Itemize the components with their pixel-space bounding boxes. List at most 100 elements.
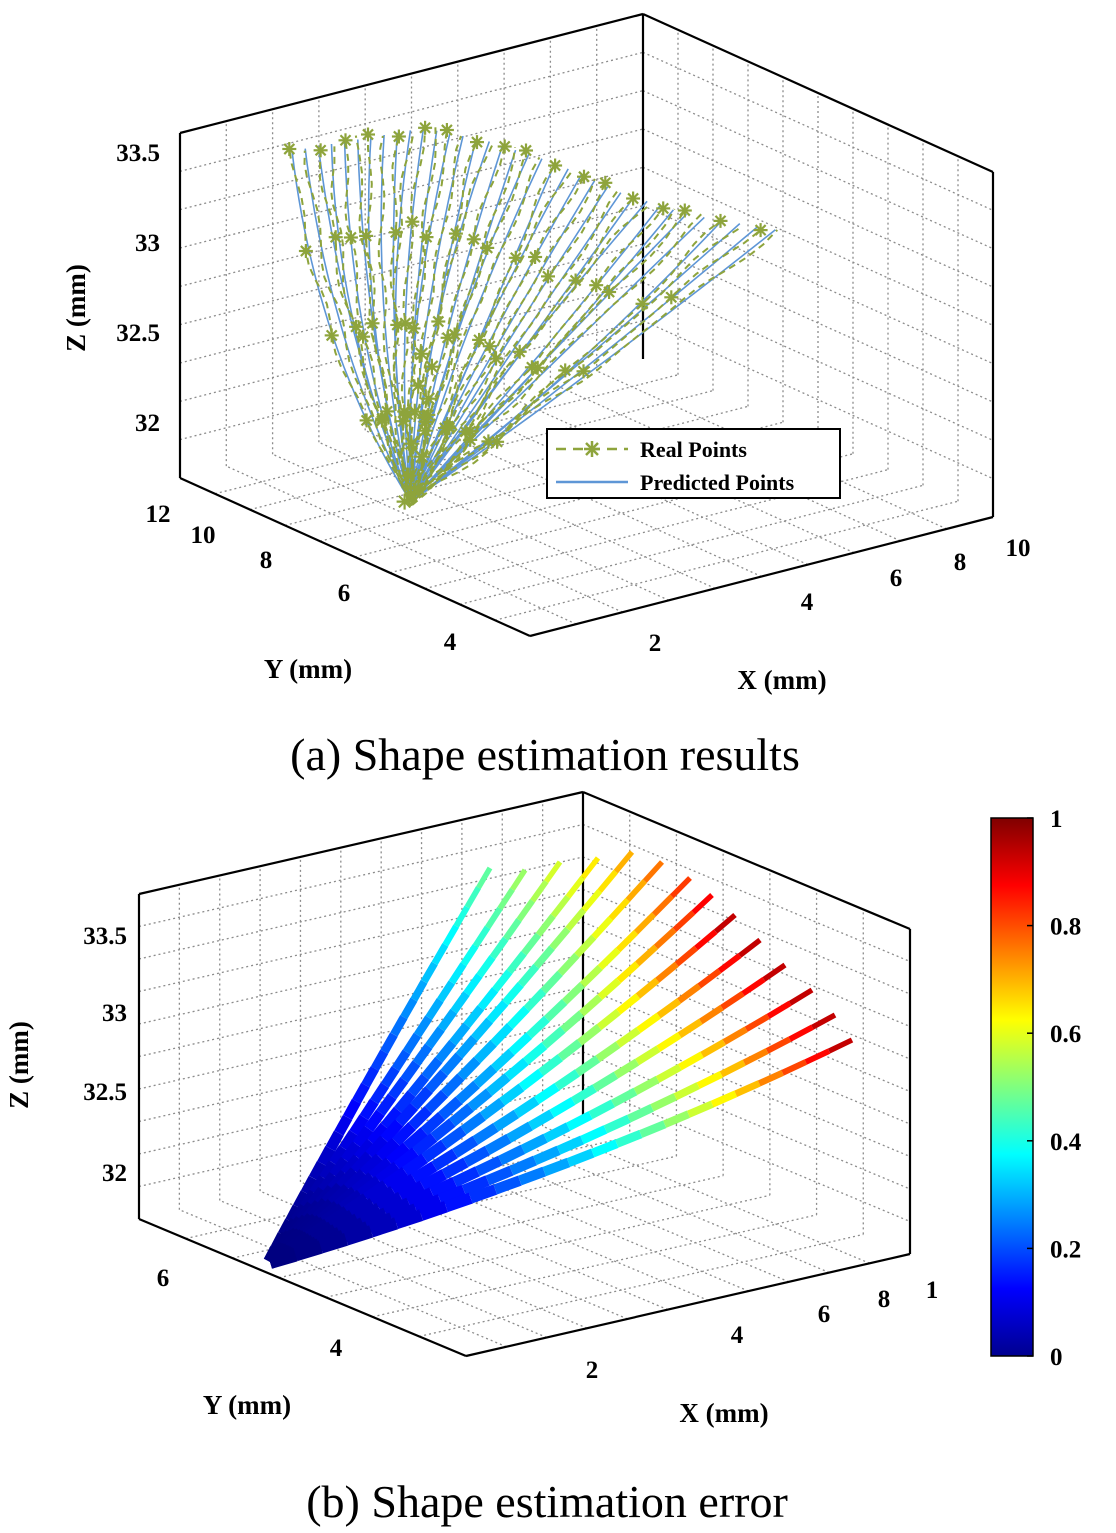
chart-b-error-strip [359, 1098, 379, 1121]
chart-b-error-strip [811, 1012, 837, 1030]
chart-b-xtick: 6 [818, 1301, 831, 1328]
chart-b-error-strip [788, 1024, 814, 1042]
chart-a-real-marker [442, 421, 457, 435]
chart-b-error-strip [503, 918, 522, 941]
chart-b-colorbar-tick-label: 0.8 [1050, 914, 1081, 941]
chart-b-error-strip [650, 1093, 678, 1112]
chart-b-error-strip [719, 1059, 746, 1078]
chart-b-data [263, 850, 854, 1269]
chart-b-error-strip [370, 1082, 390, 1105]
chart-a-caption: (a) Shape estimation results [290, 729, 800, 780]
chart-b-error-strip [656, 1032, 682, 1052]
chart-b-colorbar-tick-label: 0.2 [1050, 1236, 1081, 1263]
chart-b-error-strip [615, 1129, 643, 1148]
chart-b-error-strip [592, 1071, 619, 1092]
chart-b-error-strip [561, 982, 586, 1005]
chart-b-error-strip [477, 987, 499, 1011]
chart-a-legend-box [546, 428, 841, 499]
chart-b-error-strip [452, 1135, 479, 1158]
b-grid-z-left [138, 823, 584, 928]
chart-a-real-marker [406, 403, 423, 420]
chart-b-error-strip [691, 893, 714, 915]
chart-b-error-strip [543, 860, 563, 884]
chart-b-error-strip [308, 1160, 328, 1182]
chart-b-error-strip [517, 963, 540, 988]
chart-b-error-strip [613, 1058, 640, 1079]
chart-b-error-strip [385, 1142, 411, 1167]
chart-b-error-strip [367, 1122, 390, 1146]
chart-a-real-marker [343, 230, 358, 245]
chart-b-error-strip [394, 1209, 424, 1230]
b-axis-y [138, 1217, 467, 1358]
b-axis-x [465, 1252, 911, 1358]
b-grid-z-right [582, 823, 911, 963]
chart-b-error-strip [656, 998, 682, 1019]
chart-a-real-line [412, 172, 572, 500]
chart-a-real-line [392, 133, 415, 499]
chart-b-error-strip [591, 916, 614, 940]
chart-b-error-strip [565, 908, 587, 932]
chart-b-error-strip [453, 905, 470, 928]
chart-a-real-line [407, 178, 596, 501]
chart-a-real-marker [439, 123, 454, 137]
chart-a-real-marker [400, 467, 416, 484]
chart-a-real-marker [541, 269, 555, 284]
chart-a-xtick: 6 [890, 565, 903, 592]
chart-b-error-strip [744, 1013, 770, 1032]
chart-a-real-line [354, 135, 409, 503]
chart-a-xlabel: X (mm) [737, 665, 826, 695]
a-grid-z-right [642, 281, 994, 441]
chart-a-real-marker [361, 127, 375, 142]
chart-b-error-strip [431, 943, 449, 966]
b-box-edge [138, 790, 584, 896]
chart-b-error-strip [464, 886, 482, 909]
chart-b-error-strip [390, 1015, 408, 1037]
chart-b-error-strip [486, 999, 509, 1024]
chart-b-error-strip [413, 1015, 433, 1038]
chart-b-error-strip [615, 929, 639, 953]
chart-b-error-strip [380, 1119, 404, 1143]
chart-b-error-strip [616, 961, 640, 984]
b-grid-z-right [582, 1083, 911, 1223]
chart-a-ytick: 6 [338, 580, 351, 607]
chart-b-error-strip [460, 1112, 486, 1135]
chart-b-error-strip [472, 925, 491, 948]
chart-a-real-marker [530, 360, 545, 375]
chart-b-error-strip [329, 1145, 349, 1167]
chart-a-predicted-line [304, 148, 412, 502]
chart-b-ztick: 32.5 [83, 1079, 127, 1106]
chart-b-error-strip [485, 1165, 514, 1186]
chart-b-error-strip [430, 1118, 456, 1142]
chart-a-real-marker [410, 480, 427, 497]
chart-b-error-strip [533, 945, 555, 969]
chart-a-real-marker [413, 345, 430, 362]
chart-a-real-marker [519, 143, 533, 158]
chart-b-error-strip [440, 1073, 465, 1098]
a-grid-floor-x [226, 465, 577, 625]
chart-a-real-marker [598, 175, 613, 190]
chart-b-error-strip [382, 1166, 409, 1191]
chart-b-error-strip [765, 1036, 792, 1054]
chart-b-error-strip [395, 1102, 419, 1127]
chart-b-colorbar-tick-label: 0.6 [1050, 1021, 1081, 1048]
chart-b-error-strip [694, 929, 718, 951]
chart-b-error-strip [541, 1026, 566, 1049]
chart-a-legend-real-label: Real Points [640, 437, 747, 462]
b-grid-z-right [582, 1051, 911, 1190]
chart-b-error-strip [577, 1024, 602, 1046]
b-grid-z-right [582, 856, 911, 995]
chart-b-error-strip [588, 1099, 616, 1120]
chart-b-error-strip [460, 944, 479, 967]
chart-b-error-strip [473, 1064, 498, 1088]
chart-b-error-strip [463, 1145, 490, 1168]
chart-a-real-marker [421, 407, 436, 422]
chart-a-real-marker [447, 327, 462, 342]
chart-b-error-strip [580, 1125, 608, 1145]
chart-b-error-strip [580, 856, 601, 880]
chart-b-error-strip [319, 1160, 339, 1182]
chart-b-colorbar-tick-label: 1 [1050, 806, 1063, 833]
chart-b-error-strip [595, 1041, 621, 1063]
chart-a: 33.5 33 32.5 32 12 10 8 6 4 2 4 6 8 10 Z… [61, 12, 1031, 780]
chart-a-real-line [409, 189, 619, 507]
chart-b-error-strip [449, 1103, 474, 1127]
